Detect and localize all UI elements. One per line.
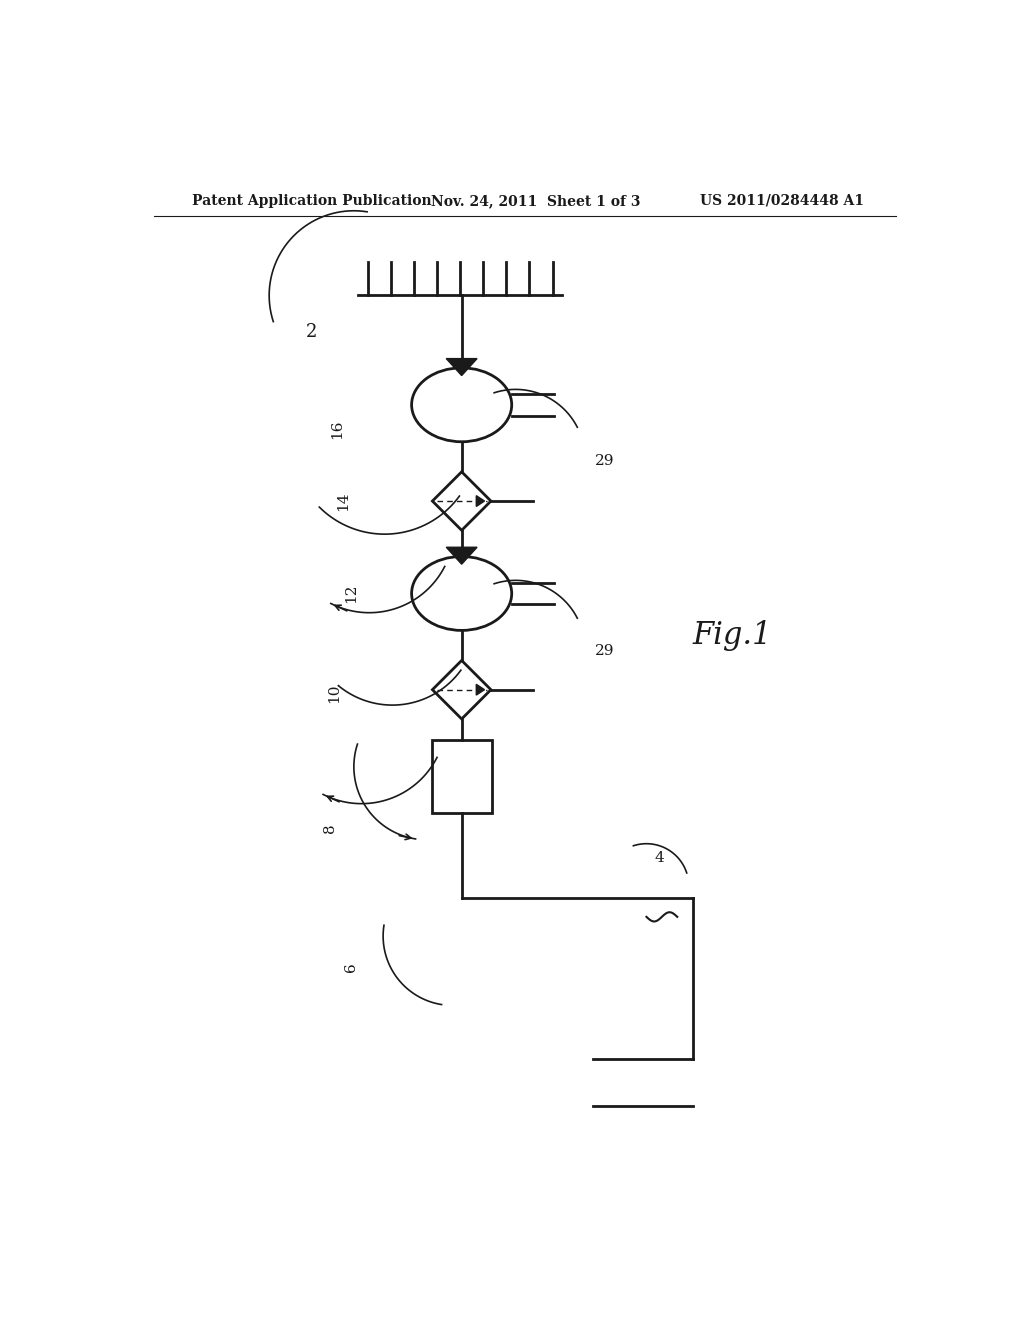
Text: Fig.1: Fig.1	[692, 620, 772, 651]
Text: 6: 6	[344, 962, 357, 972]
Text: 4: 4	[654, 850, 664, 865]
Polygon shape	[476, 684, 484, 696]
Text: 29: 29	[595, 454, 614, 469]
Polygon shape	[446, 548, 477, 564]
Text: 10: 10	[327, 684, 341, 704]
Text: 29: 29	[595, 644, 614, 659]
Text: 12: 12	[344, 583, 357, 603]
Text: 14: 14	[336, 491, 350, 511]
Text: Nov. 24, 2011  Sheet 1 of 3: Nov. 24, 2011 Sheet 1 of 3	[431, 194, 640, 207]
Polygon shape	[476, 496, 484, 507]
Text: 2: 2	[306, 322, 317, 341]
Bar	[432, 739, 492, 813]
Text: Patent Application Publication: Patent Application Publication	[193, 194, 432, 207]
Text: US 2011/0284448 A1: US 2011/0284448 A1	[700, 194, 864, 207]
Text: 8: 8	[323, 824, 337, 833]
Text: 16: 16	[331, 420, 345, 440]
Polygon shape	[446, 359, 477, 376]
